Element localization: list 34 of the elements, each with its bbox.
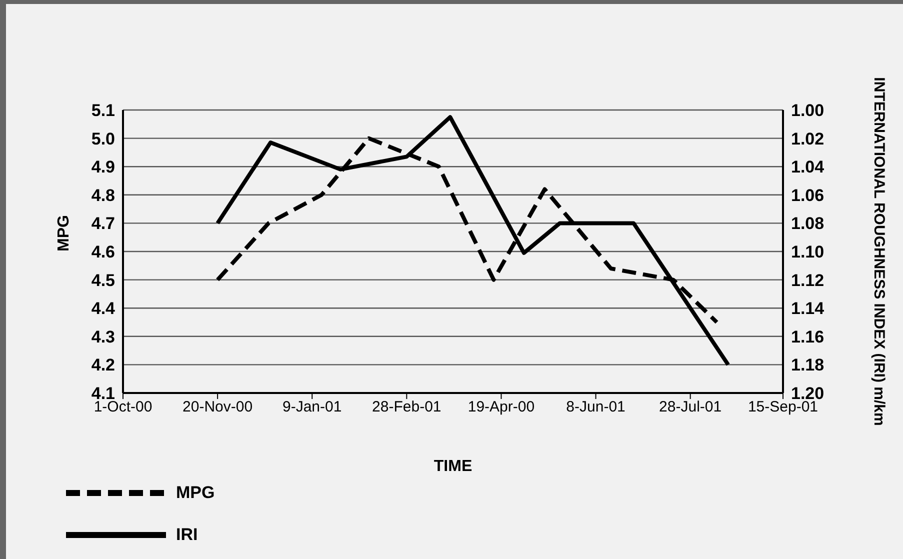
- y-tick-label: 4.4: [91, 299, 116, 318]
- y-tick-label: 4.8: [91, 186, 115, 205]
- y-tick-label: 4.6: [91, 242, 115, 262]
- y-axis-title: MPG: [56, 215, 73, 252]
- y2-tick-label: 1.02: [791, 129, 824, 148]
- x-tick-label: 15-Sep-01: [748, 398, 818, 416]
- y-tick-label: 4.2: [91, 356, 115, 375]
- y2-tick-label: 1.14: [791, 299, 825, 318]
- y2-tick-label: 1.06: [791, 186, 824, 205]
- x-tick-label: 28-Jul-01: [659, 398, 722, 416]
- y2-tick-label: 1.00: [791, 101, 824, 120]
- x-tick-label: 20-Nov-00: [182, 398, 253, 416]
- y-tick-label: 5.1: [91, 101, 115, 120]
- y2-tick-label: 1.12: [791, 270, 824, 290]
- y2-tick-label: 1.04: [791, 158, 825, 177]
- y2-tick-label: 1.10: [791, 242, 824, 262]
- y-tick-label: 4.5: [91, 270, 115, 290]
- y-tick-label: 4.9: [91, 158, 115, 177]
- x-tick-label: 8-Jun-01: [566, 398, 626, 416]
- y-tick-label: 5.0: [91, 129, 115, 148]
- y2-tick-label: 1.16: [791, 327, 824, 346]
- y2-axis-title: INTERNATIONAL ROUGHNESS INDEX (IRI) m/km: [870, 77, 888, 426]
- line-series: [216, 115, 730, 367]
- x-tick-label: 19-Apr-00: [468, 398, 535, 416]
- x-tick-label: 28-Feb-01: [372, 398, 442, 416]
- x-tick-label: 1-Oct-00: [94, 398, 152, 416]
- legend-label: MPG: [176, 483, 215, 503]
- x-axis-title: TIME: [434, 458, 472, 475]
- y2-tick-label: 1.08: [791, 214, 824, 234]
- legend-label: IRI: [176, 525, 198, 545]
- y2-tick-label: 1.18: [791, 356, 824, 375]
- x-tick-label: 9-Jan-01: [282, 398, 342, 416]
- y-tick-label: 4.7: [91, 214, 115, 234]
- y-tick-label: 4.3: [91, 327, 115, 346]
